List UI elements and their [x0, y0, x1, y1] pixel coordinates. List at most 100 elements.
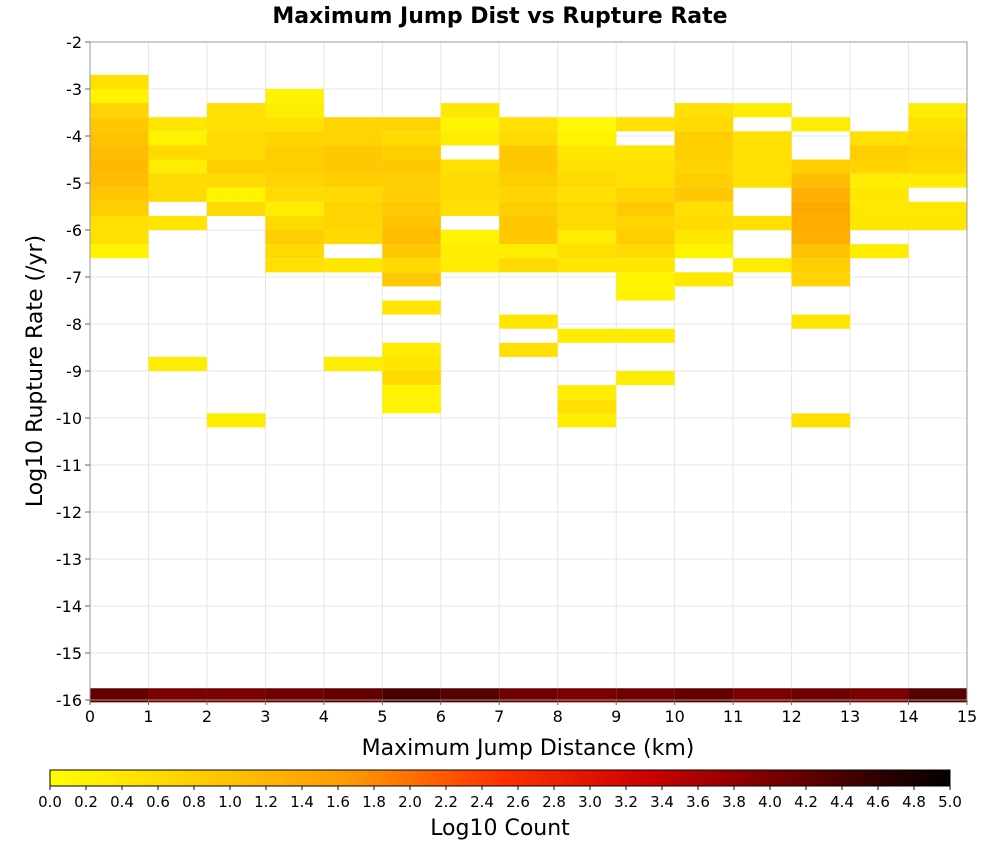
heatmap-cell: [616, 145, 675, 160]
heatmap-cell: [148, 187, 207, 202]
colorbar: [49, 769, 951, 787]
colorbar-tick-label: 1.8: [362, 793, 386, 811]
colorbar-tick-label: 0.6: [146, 793, 170, 811]
heatmap-cell: [148, 131, 207, 146]
heatmap-cell: [908, 688, 967, 703]
heatmap-cell: [557, 159, 617, 174]
heatmap-cell: [791, 688, 851, 703]
heatmap-cell: [499, 159, 558, 174]
heatmap-cell: [908, 215, 967, 230]
heatmap-cell: [674, 272, 734, 287]
heatmap-cell: [323, 258, 383, 273]
heatmap-cell: [265, 230, 324, 245]
colorbar-tick-label: 2.8: [542, 793, 566, 811]
heatmap-cell: [265, 131, 324, 146]
heatmap-cell: [557, 145, 617, 160]
heatmap-cell: [382, 385, 441, 400]
heatmap-cell: [616, 244, 675, 259]
colorbar-tick-label: 5.0: [938, 793, 962, 811]
heatmap-cell: [557, 131, 617, 146]
colorbar-tick-label: 2.2: [434, 793, 458, 811]
heatmap-cell: [616, 371, 675, 386]
x-tick-label: 4: [319, 707, 329, 726]
heatmap-cell: [908, 173, 967, 188]
heatmap-cell: [440, 688, 500, 703]
heatmap-cell: [791, 272, 851, 287]
heatmap-cell: [323, 131, 383, 146]
y-axis-ticks: -2 -3 -4 -5 -6 -7 -8 -9 -10 -11 -12 -13 -14 -15 -16: [56, 33, 90, 710]
colorbar-ticks: 0.0 0.2 0.4 0.6 0.8 1.0 1.2 1.4 1.6 1.8 2.0 2.2 2.4 2…: [38, 786, 962, 811]
heatmap-cell: [323, 173, 383, 188]
heatmap-cell: [674, 230, 734, 245]
colorbar-tick-label: 3.6: [686, 793, 710, 811]
y-tick-label: -3: [66, 80, 82, 99]
heatmap-cell: [557, 385, 617, 400]
x-tick-label: 2: [202, 707, 212, 726]
heatmap-cell: [382, 342, 441, 357]
heatmap-cell: [206, 159, 266, 174]
heatmap-cell: [90, 230, 149, 245]
heatmap-cell: [674, 215, 734, 230]
heatmap-cell: [90, 74, 149, 89]
heatmap-cell: [733, 145, 792, 160]
heatmap-cell: [908, 131, 967, 146]
heatmap-cell: [499, 230, 558, 245]
y-tick-label: -4: [66, 127, 82, 146]
heatmap-cell: [557, 201, 617, 216]
heatmap-cell: [265, 187, 324, 202]
y-tick-label: -15: [56, 644, 82, 663]
y-tick-label: -12: [56, 503, 82, 522]
heatmap-cell: [90, 215, 149, 230]
colorbar-tick-label: 4.8: [902, 793, 926, 811]
heatmap-cell: [616, 173, 675, 188]
heatmap-cell: [674, 201, 734, 216]
heatmap-cell: [791, 201, 851, 216]
heatmap-cell: [323, 215, 383, 230]
heatmap-cell: [674, 244, 734, 259]
heatmap-cell: [206, 201, 266, 216]
heatmap-cell: [674, 117, 734, 132]
y-tick-label: -2: [66, 33, 82, 52]
heatmap-cell: [791, 413, 851, 428]
heatmap-cell: [499, 215, 558, 230]
heatmap-cell: [791, 173, 851, 188]
colorbar-tick-label: 2.4: [470, 793, 494, 811]
heatmap-cell: [557, 173, 617, 188]
heatmap-cell: [616, 328, 675, 343]
colorbar-tick-label: 0.2: [74, 793, 98, 811]
x-tick-label: 15: [957, 707, 977, 726]
x-tick-label: 10: [664, 707, 684, 726]
heatmap-cell: [265, 173, 324, 188]
heatmap-cell: [206, 145, 266, 160]
heatmap-cell: [440, 230, 500, 245]
x-tick-label: 9: [611, 707, 621, 726]
heatmap-cell: [557, 413, 617, 428]
heatmap-cell: [148, 215, 207, 230]
heatmap-cell: [323, 230, 383, 245]
heatmap-cell: [616, 272, 675, 287]
heatmap-cell: [733, 258, 792, 273]
heatmap-cell: [90, 201, 149, 216]
heatmap-cell: [733, 103, 792, 118]
heatmap-cell: [499, 131, 558, 146]
heatmap-cell: [382, 272, 441, 287]
heatmap-cell: [148, 159, 207, 174]
heatmap-cell: [148, 356, 207, 371]
heatmap-cell: [323, 187, 383, 202]
heatmap-cell: [148, 117, 207, 132]
heatmap-cell: [733, 215, 792, 230]
heatmap-cell: [440, 131, 500, 146]
heatmap-cell: [499, 187, 558, 202]
heatmap-cell: [382, 230, 441, 245]
heatmap-cell: [908, 201, 967, 216]
heatmap-cell: [90, 145, 149, 160]
heatmap-cell: [148, 688, 207, 703]
heatmap-cell: [206, 103, 266, 118]
heatmap-cell: [499, 244, 558, 259]
heatmap-cell: [265, 244, 324, 259]
heatmap-cell: [440, 258, 500, 273]
heatmap-cell: [382, 117, 441, 132]
heatmap-cell: [382, 258, 441, 273]
heatmap-cell: [791, 244, 851, 259]
heatmap-cell: [206, 688, 266, 703]
